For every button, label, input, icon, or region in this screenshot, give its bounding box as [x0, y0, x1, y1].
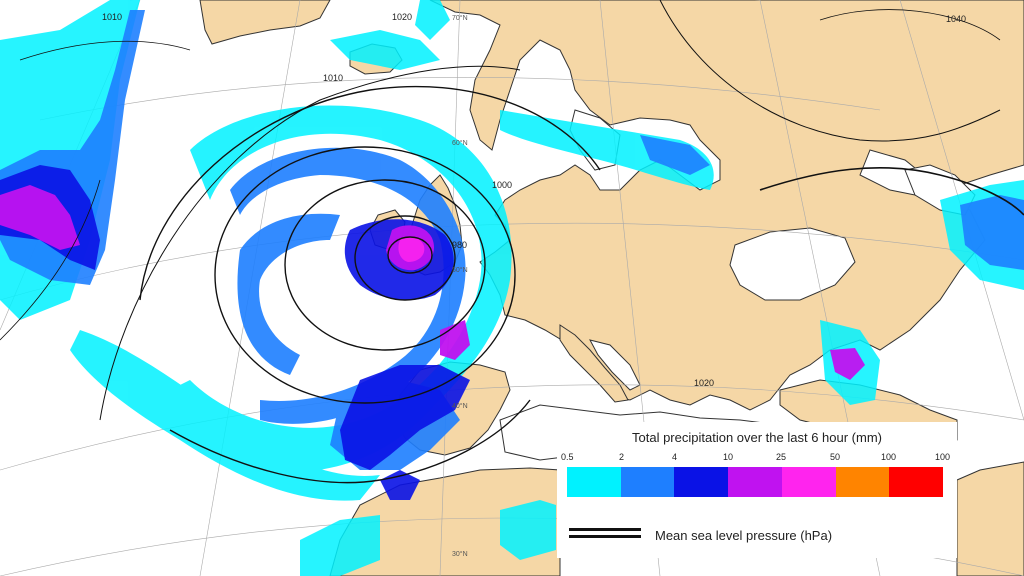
- legend-tick: 0.5: [561, 452, 574, 462]
- isobar-label: 1020: [694, 378, 714, 388]
- latitude-label: 50°N: [452, 266, 468, 274]
- legend-swatch: [835, 467, 890, 497]
- legend-swatch: [567, 467, 621, 497]
- isobar-label: 1000: [492, 180, 512, 190]
- latitude-label: 60°N: [452, 139, 468, 147]
- legend-tick: 2: [619, 452, 625, 462]
- legend-swatch: [620, 467, 675, 497]
- legend-panel: Total precipitation over the last 6 hour…: [557, 422, 957, 558]
- legend-tick: 50: [830, 452, 841, 462]
- latitude-label: 30°N: [452, 550, 468, 558]
- black-sea: [729, 227, 856, 301]
- italy-land: [559, 324, 629, 403]
- isobar-layer: [0, 0, 1024, 484]
- isobar-label: 1040: [946, 14, 966, 24]
- latitude-label: 40°N: [452, 402, 468, 410]
- isobar-label: 980: [452, 240, 467, 250]
- pressure-legend-label: Mean sea level pressure (hPa): [655, 528, 833, 543]
- legend-tick: 25: [776, 452, 787, 462]
- africa-east-land: [956, 461, 1024, 576]
- adriatic-sea: [589, 339, 641, 391]
- legend-title: Total precipitation over the last 6 hour…: [632, 430, 882, 445]
- isobar-label: 1010: [102, 12, 122, 22]
- pressure-line-symbol: [569, 528, 641, 538]
- greenland-land: [199, 0, 331, 45]
- legend-tick: 100: [935, 452, 951, 462]
- legend-tick: 10: [723, 452, 734, 462]
- legend-swatch: [889, 467, 944, 497]
- legend-tick: 100: [881, 452, 897, 462]
- legend-tick: 4: [672, 452, 678, 462]
- grid-labels: 70°N 60°N 50°N 40°N 30°N: [452, 14, 468, 558]
- latitude-label: 70°N: [452, 14, 468, 22]
- isobar-label: 1020: [392, 12, 412, 22]
- legend-swatch: [674, 467, 729, 497]
- legend-swatch: [781, 467, 836, 497]
- legend-swatch: [728, 467, 782, 497]
- isobar-label: 1010: [323, 73, 343, 83]
- isobar-labels: 1010 1020 1010 1000 980 1020 1040: [102, 12, 966, 388]
- legend-color-scale: [567, 467, 944, 497]
